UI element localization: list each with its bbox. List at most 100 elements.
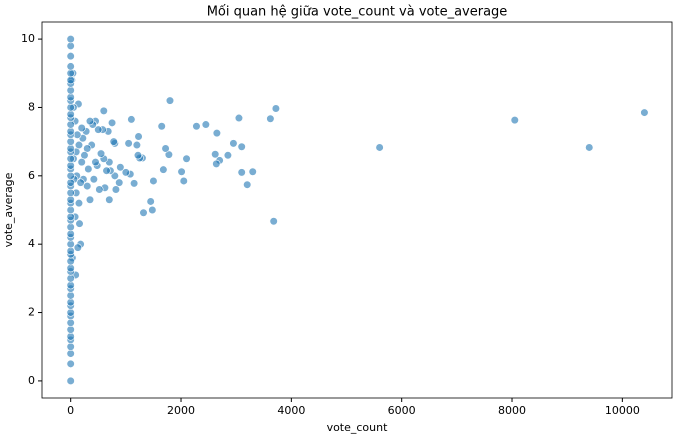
point [66, 359, 75, 368]
point [66, 93, 75, 102]
point [66, 246, 75, 256]
point [177, 167, 186, 176]
point [266, 114, 275, 123]
point [80, 151, 89, 160]
point [157, 122, 166, 131]
point [66, 178, 75, 187]
point [66, 86, 75, 95]
point [94, 125, 103, 134]
point [74, 199, 84, 208]
x-tick-label: 4000 [277, 404, 305, 417]
point [237, 142, 246, 151]
x-tick-label: 0 [67, 404, 74, 417]
point [585, 143, 594, 152]
point [139, 208, 148, 217]
point [66, 103, 75, 112]
point [510, 116, 519, 125]
point [83, 144, 92, 153]
y-tick-label: 8 [28, 100, 35, 113]
point [111, 185, 121, 194]
point [105, 195, 114, 204]
point [75, 219, 84, 228]
point [66, 325, 75, 334]
point [237, 168, 246, 177]
y-tick-label: 2 [28, 306, 35, 319]
point [66, 171, 75, 180]
point [66, 52, 75, 61]
point [66, 291, 75, 300]
point [269, 217, 278, 226]
point [85, 195, 95, 204]
point [91, 158, 100, 167]
point [146, 197, 155, 206]
point [66, 308, 75, 317]
point [74, 140, 84, 150]
point [66, 222, 75, 232]
point [77, 158, 86, 167]
point [107, 118, 117, 127]
point [130, 179, 139, 188]
point [84, 164, 93, 174]
point [165, 96, 175, 105]
point [212, 159, 221, 168]
x-tick-label: 8000 [498, 404, 526, 417]
x-tick-label: 10000 [605, 404, 640, 417]
point [182, 154, 191, 163]
point [77, 123, 86, 133]
point [76, 178, 85, 187]
point [95, 185, 104, 194]
point [66, 110, 75, 119]
point [66, 154, 75, 163]
point [179, 176, 188, 186]
point [116, 163, 125, 172]
point [223, 151, 233, 160]
point [66, 161, 75, 170]
point [66, 281, 75, 290]
point [66, 195, 75, 204]
point [66, 76, 75, 85]
x-tick-label: 6000 [388, 404, 416, 417]
point [102, 166, 111, 175]
point [212, 128, 221, 138]
y-tick-label: 0 [28, 374, 35, 387]
point [149, 176, 158, 186]
point [640, 108, 649, 117]
plot-frame [41, 21, 673, 399]
point [66, 229, 75, 239]
point [83, 181, 92, 191]
point [66, 212, 75, 221]
point [161, 144, 170, 153]
point [96, 149, 106, 158]
point [201, 120, 210, 129]
point [66, 188, 75, 198]
point [134, 132, 143, 141]
point [109, 137, 118, 146]
point [66, 69, 75, 78]
point [375, 143, 384, 152]
point [66, 120, 75, 129]
point [66, 62, 75, 71]
x-tick-label: 2000 [167, 404, 195, 417]
point [271, 104, 281, 113]
point [66, 332, 75, 341]
point [192, 122, 201, 131]
point [159, 165, 168, 174]
point [211, 150, 220, 159]
point [127, 115, 136, 124]
point [115, 178, 124, 187]
point [229, 139, 238, 148]
point [66, 41, 75, 51]
point [66, 349, 75, 358]
point [124, 139, 133, 148]
point [66, 205, 75, 215]
point [121, 168, 130, 177]
point [148, 205, 157, 215]
point [66, 34, 75, 44]
point [66, 127, 75, 136]
chart-title: Mối quan hệ giữa vote_count và vote_aver… [207, 5, 508, 20]
point [66, 342, 75, 351]
y-axis-label: vote_average [2, 172, 15, 247]
point [243, 180, 252, 189]
point [248, 167, 257, 176]
